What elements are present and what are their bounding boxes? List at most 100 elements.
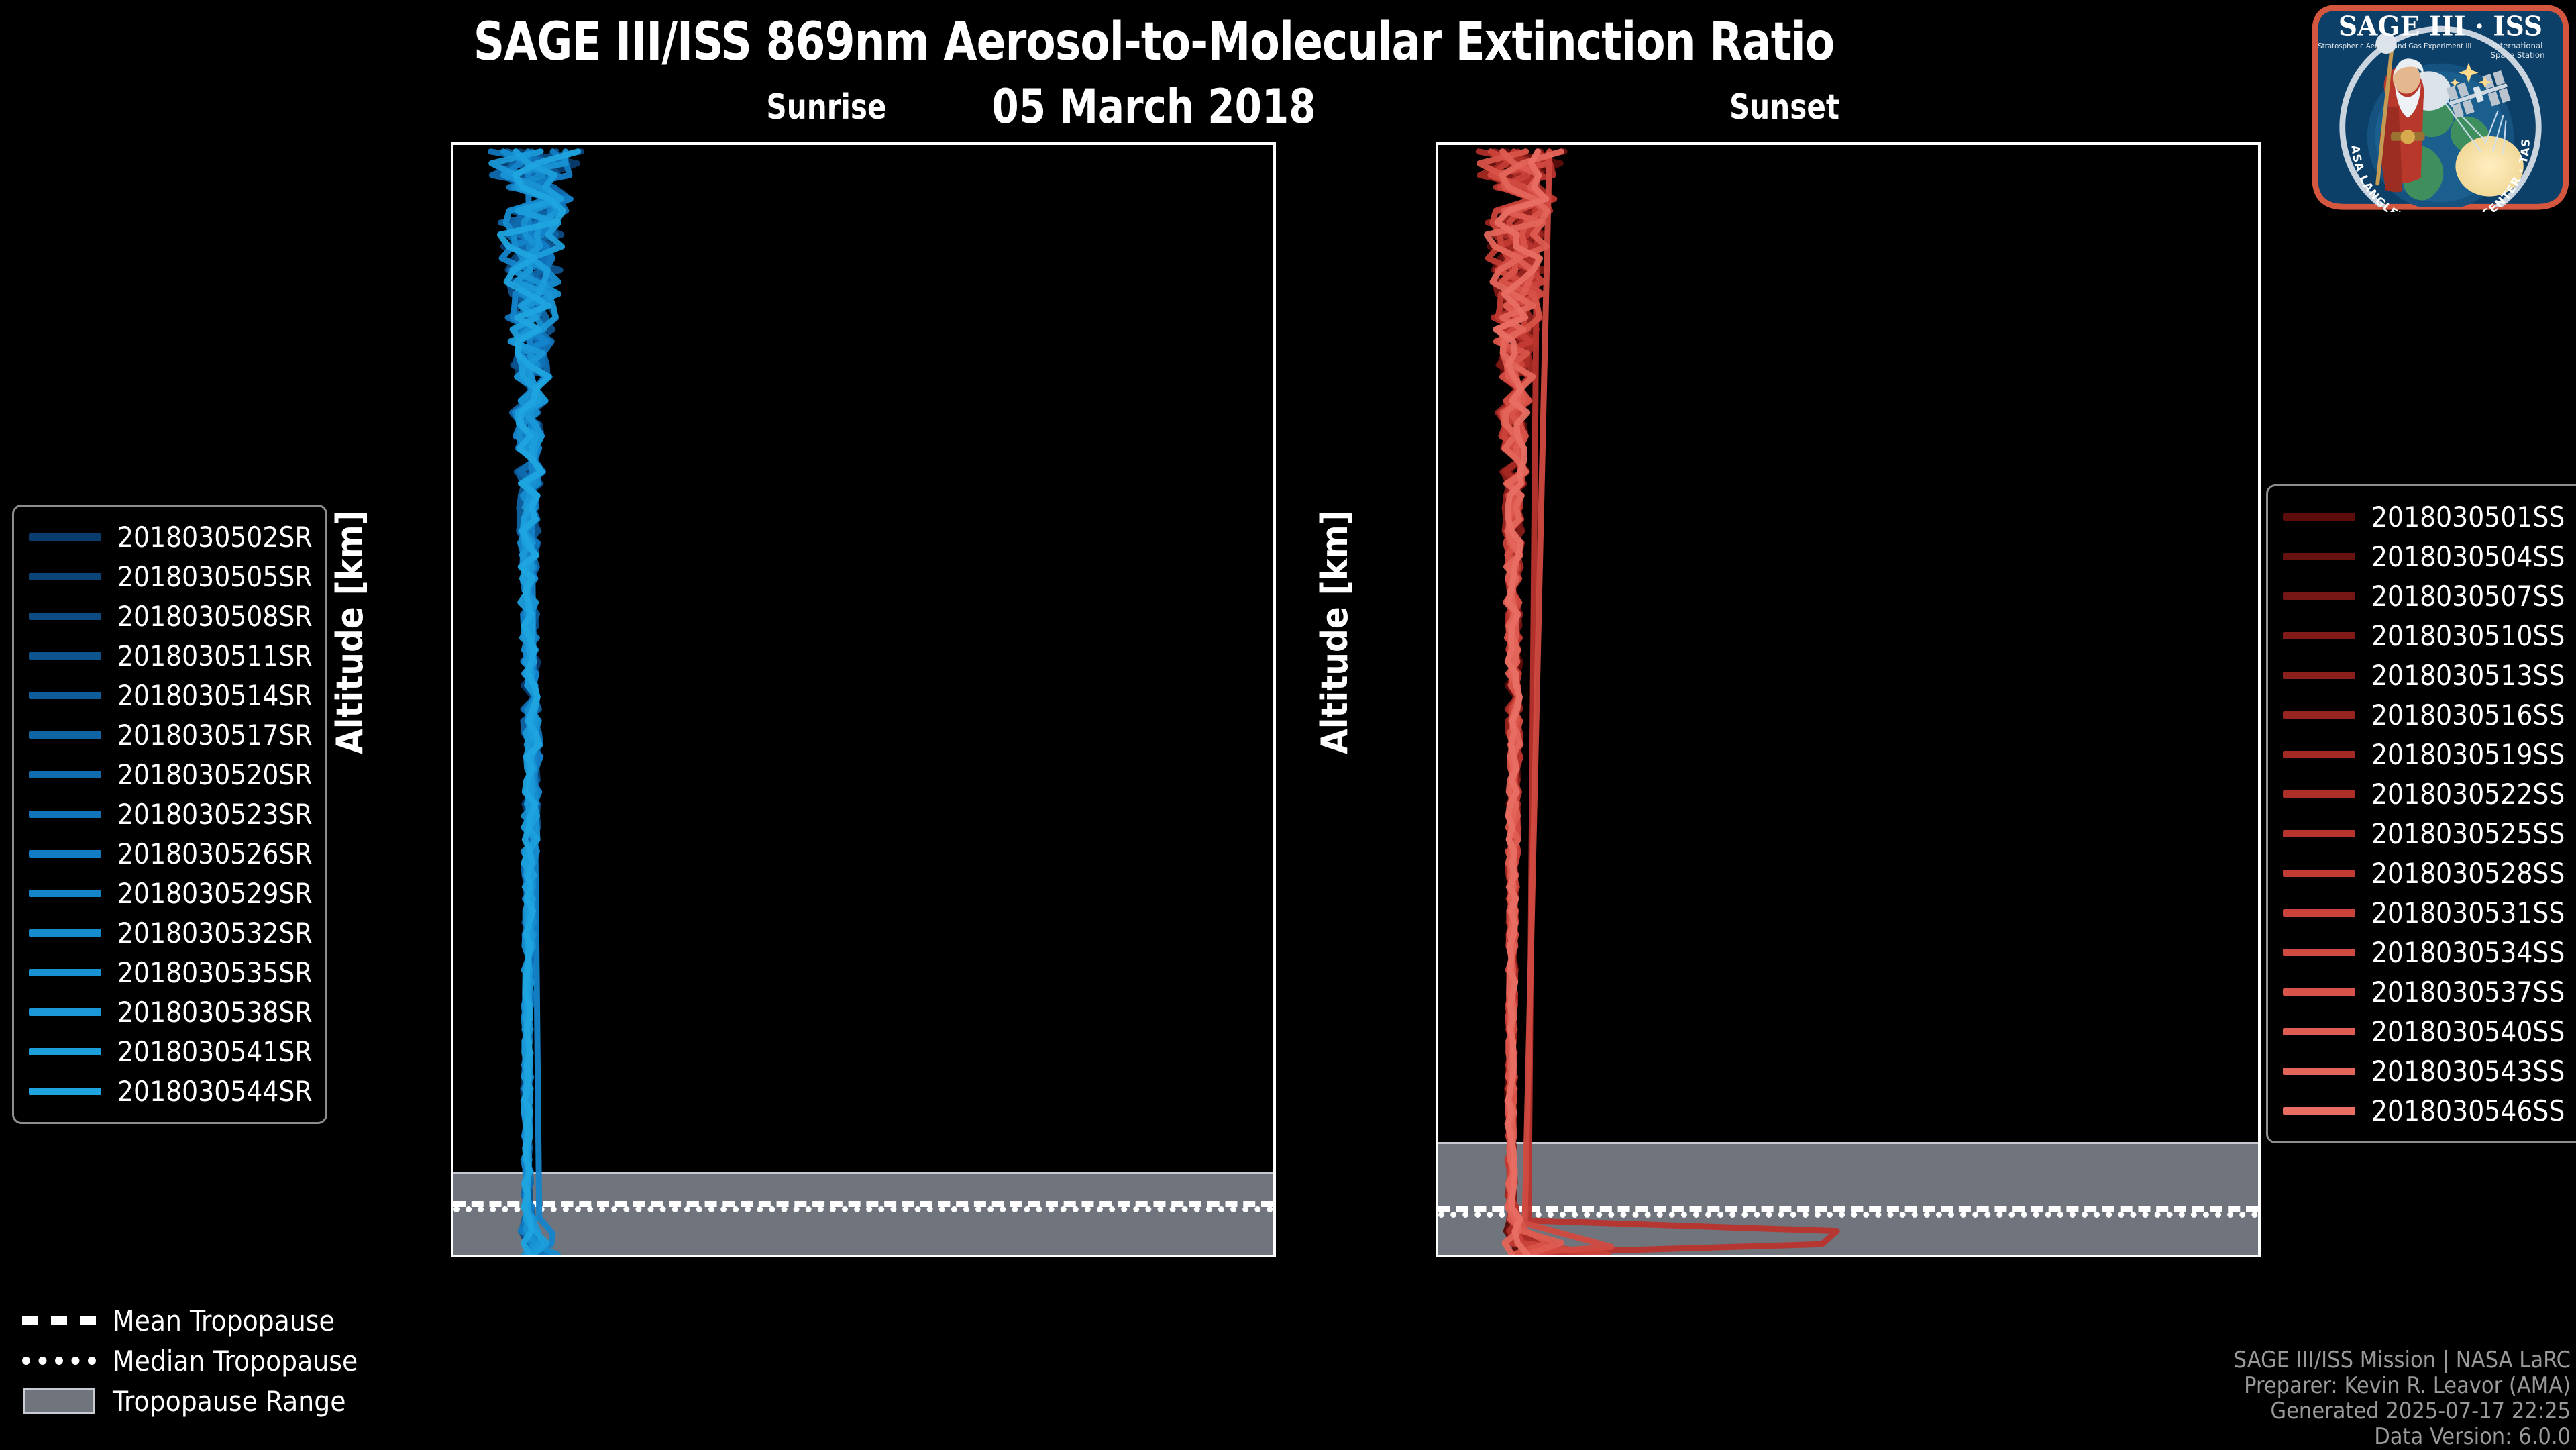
profile-curves-sunset	[1475, 148, 1840, 1255]
y-axis-tick-label: 20	[451, 925, 453, 962]
footer-line-version: Data Version: 6.0.0	[2374, 1423, 2571, 1450]
x-axis-tick-label: 40	[1788, 1255, 1825, 1257]
legend-item[interactable]: 2018030543SS	[2283, 1051, 2576, 1091]
key-label-range: Tropopause Range	[113, 1384, 346, 1418]
footer: SAGE III/ISS Mission | NASA LaRC Prepare…	[2234, 1347, 2571, 1449]
legend-item-label: 2018030511SR	[117, 639, 313, 672]
legend-item[interactable]: 2018030538SR	[29, 992, 313, 1032]
legend-item[interactable]: 2018030535SR	[29, 953, 313, 992]
legend-item[interactable]: 2018030514SR	[29, 676, 313, 715]
legend-item[interactable]: 2018030531SS	[2283, 893, 2576, 933]
patch-subtitle-right-1: International	[2493, 41, 2543, 50]
legend-color-swatch	[2283, 1028, 2355, 1035]
x-axis-tick-label: 0	[1497, 1255, 1515, 1257]
x-axis-tick-label: 100	[2231, 1255, 2261, 1257]
legend-item[interactable]: 2018030534SS	[2283, 933, 2576, 972]
legend-item[interactable]: 2018030501SS	[2283, 497, 2576, 537]
dotted-line-icon	[20, 1357, 98, 1365]
legend-item[interactable]: 2018030520SR	[29, 755, 313, 794]
legend-item-label: 2018030523SR	[117, 798, 313, 831]
patch-subtitle-right-2: Space Station	[2491, 50, 2545, 60]
legend-color-swatch	[2283, 632, 2355, 639]
legend-color-swatch	[29, 890, 101, 897]
legend-item-label: 2018030531SS	[2371, 896, 2565, 929]
mission-patch-logo: SAGE III · ISS Stratospheric Aerosol and…	[2304, 0, 2572, 233]
legend-item-label: 2018030514SR	[117, 679, 313, 712]
legend-item-label: 2018030516SS	[2371, 698, 2565, 731]
legend-item-label: 2018030543SS	[2371, 1055, 2565, 1088]
legend-item[interactable]: 2018030511SR	[29, 636, 313, 676]
legend-sunset: 2018030501SS 2018030504SS 2018030507SS 2018…	[2266, 484, 2576, 1143]
legend-color-swatch	[2283, 553, 2355, 560]
y-axis-tick-label: 45	[451, 266, 453, 303]
legend-item[interactable]: 2018030504SS	[2283, 537, 2576, 576]
y-axis-tick-label: 20	[1436, 925, 1438, 962]
key-label-median: Median Tropopause	[113, 1344, 358, 1378]
profile-curves-sunrise	[488, 148, 585, 1255]
legend-item[interactable]: 2018030546SS	[2283, 1091, 2576, 1131]
legend-sunrise: 2018030502SR 2018030505SR 2018030508SR 2018…	[12, 505, 327, 1124]
legend-item[interactable]: 2018030540SS	[2283, 1012, 2576, 1051]
legend-color-swatch	[2283, 909, 2355, 917]
legend-item[interactable]: 2018030544SR	[29, 1072, 313, 1111]
legend-item-label: 2018030538SR	[117, 996, 313, 1029]
legend-item-label: 2018030528SS	[2371, 857, 2565, 890]
footer-line-preparer: Preparer: Kevin R. Leavor (AMA)	[2244, 1372, 2571, 1399]
tropopause-key: Mean Tropopause Median Tropopause Tropop…	[20, 1300, 396, 1421]
legend-item[interactable]: 2018030502SR	[29, 517, 313, 557]
legend-item-label: 2018030537SS	[2371, 976, 2565, 1008]
y-axis-tick-label: 10	[1436, 1189, 1438, 1225]
legend-color-swatch	[2283, 513, 2355, 521]
panel-title-sunrise: Sunrise	[766, 87, 887, 127]
x-axis-tick-label: 100	[1246, 1255, 1276, 1257]
patch-subtitle-left: Stratospheric Aerosol and Gas Experiment…	[2318, 43, 2471, 50]
legend-color-swatch	[29, 1088, 101, 1095]
x-axis-tick-label: 20	[1638, 1255, 1675, 1257]
legend-item-label: 2018030520SR	[117, 758, 313, 791]
mean-tropopause-line-sunrise	[453, 1201, 1273, 1207]
legend-item[interactable]: 2018030526SR	[29, 834, 313, 874]
plot-sunset: 504540353025201510020406080100Aerosol-To…	[1436, 142, 2261, 1257]
legend-item[interactable]: 2018030525SS	[2283, 814, 2576, 853]
legend-item-label: 2018030510SS	[2371, 619, 2565, 652]
y-axis-tick-label: 25	[1436, 794, 1438, 830]
legend-item[interactable]: 2018030532SR	[29, 913, 313, 953]
filled-box-icon	[20, 1388, 98, 1414]
key-label-mean: Mean Tropopause	[113, 1304, 335, 1337]
key-row-mean: Mean Tropopause	[20, 1300, 396, 1341]
legend-item-label: 2018030546SS	[2371, 1094, 2565, 1127]
legend-item[interactable]: 2018030507SS	[2283, 576, 2576, 616]
legend-color-swatch	[2283, 751, 2355, 758]
legend-item[interactable]: 2018030505SR	[29, 557, 313, 597]
x-axis-tick-label: 0	[512, 1255, 530, 1257]
legend-item[interactable]: 2018030523SR	[29, 794, 313, 834]
legend-item[interactable]: 2018030517SR	[29, 715, 313, 755]
x-axis-tick-label: 40	[804, 1255, 841, 1257]
y-axis-tick-label: 45	[1436, 266, 1438, 303]
legend-item[interactable]: 2018030508SR	[29, 597, 313, 636]
legend-item[interactable]: 2018030510SS	[2283, 616, 2576, 656]
legend-item[interactable]: 2018030541SR	[29, 1032, 313, 1072]
legend-item-label: 2018030541SR	[117, 1035, 313, 1068]
y-axis-tick-label: 15	[1436, 1057, 1438, 1094]
legend-color-swatch	[29, 1008, 101, 1016]
legend-item[interactable]: 2018030516SS	[2283, 695, 2576, 735]
legend-item[interactable]: 2018030537SS	[2283, 972, 2576, 1012]
legend-color-swatch	[29, 613, 101, 620]
key-row-median: Median Tropopause	[20, 1341, 396, 1381]
legend-color-swatch	[2283, 711, 2355, 719]
legend-item[interactable]: 2018030519SS	[2283, 735, 2576, 774]
legend-color-swatch	[29, 652, 101, 660]
legend-item[interactable]: 2018030522SS	[2283, 774, 2576, 814]
profile-line	[496, 148, 582, 1255]
legend-item[interactable]: 2018030513SS	[2283, 656, 2576, 695]
legend-item[interactable]: 2018030529SR	[29, 874, 313, 913]
legend-item-label: 2018030504SS	[2371, 540, 2565, 573]
legend-color-swatch	[2283, 1068, 2355, 1075]
tropopause-range-band-sunrise	[453, 1172, 1273, 1255]
legend-item[interactable]: 2018030528SS	[2283, 853, 2576, 893]
patch-title: SAGE III · ISS	[2339, 11, 2542, 42]
mean-tropopause-line-sunset	[1438, 1206, 2258, 1212]
y-axis-tick-label: 30	[451, 662, 453, 698]
panel-title-sunset: Sunset	[1729, 87, 1840, 127]
